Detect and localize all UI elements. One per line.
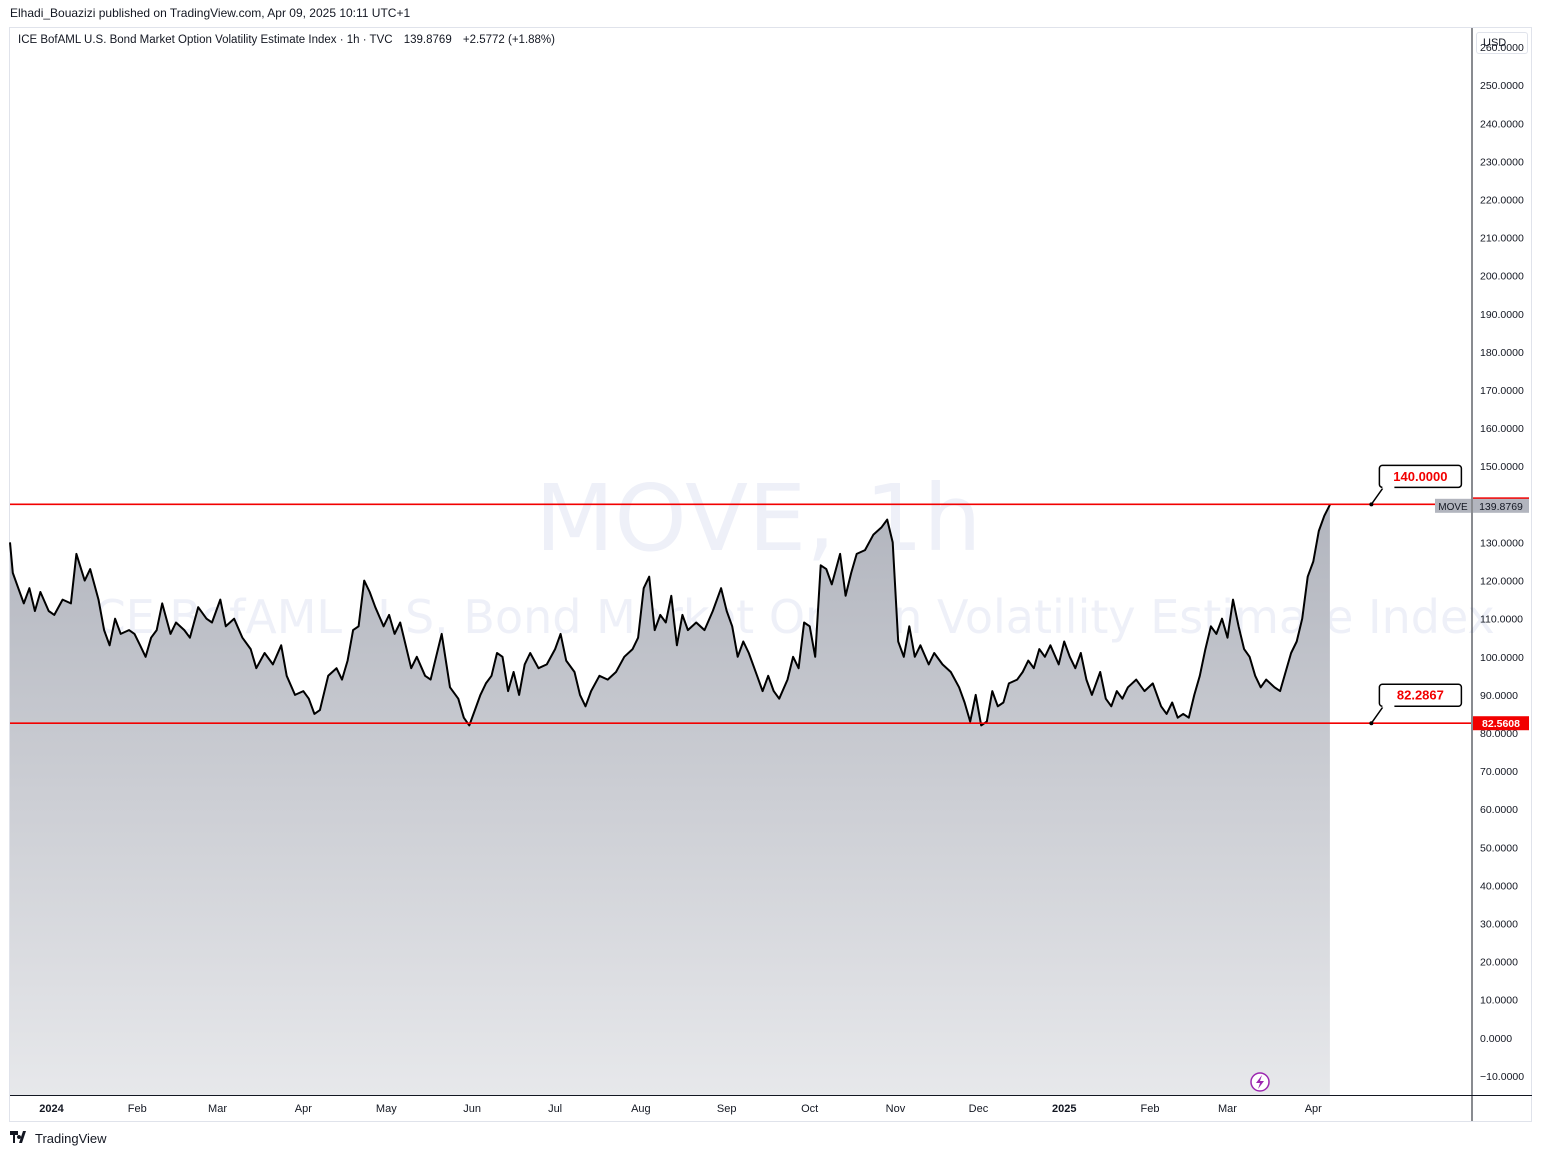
y-tick-label: 210.0000 [1480, 233, 1524, 245]
y-tick-label: 90.0000 [1480, 690, 1518, 702]
x-tick-label: Nov [886, 1103, 906, 1115]
chart-legend: ICE BofAML U.S. Bond Market Option Volat… [18, 34, 555, 46]
x-tick-label: Oct [801, 1103, 818, 1115]
x-tick-label: 2024 [39, 1103, 64, 1115]
last-price-tag: MOVE 139.8769 [1435, 498, 1529, 513]
level-callout[interactable]: 140.0000 [1369, 464, 1463, 507]
level-price-tag-label: 82.5608 [1482, 718, 1520, 730]
y-tick-label: 250.0000 [1480, 80, 1524, 92]
y-tick-label: 40.0000 [1480, 880, 1518, 892]
level-callout-label: 140.0000 [1393, 469, 1447, 484]
legend-title: ICE BofAML U.S. Bond Market Option Volat… [18, 34, 393, 46]
y-tick-label: 10.0000 [1480, 995, 1518, 1007]
lightning-icon[interactable] [1250, 1072, 1270, 1092]
series-area-fill [10, 504, 1330, 1095]
last-price-value: 139.8769 [1479, 501, 1523, 513]
y-tick-label: 50.0000 [1480, 842, 1518, 854]
last-price-symbol: MOVE [1438, 502, 1468, 513]
footer-brand-label: TradingView [35, 1131, 107, 1146]
x-tick-label: May [376, 1103, 397, 1115]
symbol-watermark: MOVE, 1h [535, 465, 982, 572]
x-tick-label: Mar [1218, 1103, 1237, 1115]
y-tick-label: −10.0000 [1480, 1071, 1524, 1083]
x-tick-label: Jul [548, 1103, 562, 1115]
y-tick-label: 70.0000 [1480, 766, 1518, 778]
level-callout-label: 82.2867 [1397, 688, 1444, 703]
legend-change: +2.5772 (+1.88%) [462, 34, 555, 46]
publisher-credit: Elhadi_Bouazizi published on TradingView… [10, 6, 411, 20]
y-tick-label: 110.0000 [1480, 614, 1523, 626]
x-tick-label: Sep [717, 1103, 737, 1115]
y-tick-label: 150.0000 [1480, 461, 1524, 473]
description-watermark: ICE BofAML U.S. Bond Market Option Volat… [80, 590, 1495, 644]
x-tick-label: Aug [631, 1103, 651, 1115]
x-tick-label: Dec [969, 1103, 989, 1115]
y-tick-label: 100.0000 [1480, 652, 1524, 664]
y-tick-label: 80.0000 [1480, 728, 1518, 740]
x-tick-label: Feb [1141, 1103, 1160, 1115]
y-tick-label: 190.0000 [1480, 309, 1524, 321]
x-tick-label: Apr [1305, 1103, 1322, 1115]
x-tick-label: Apr [295, 1103, 312, 1115]
tradingview-logo-icon [10, 1131, 30, 1146]
x-tick-label: Mar [208, 1103, 227, 1115]
y-tick-label: 160.0000 [1480, 423, 1524, 435]
legend-last-price: 139.8769 [403, 34, 452, 46]
x-tick-label: Jun [463, 1103, 481, 1115]
y-tick-label: 170.0000 [1480, 385, 1524, 397]
y-tick-label: 120.0000 [1480, 576, 1524, 588]
y-tick-label: 230.0000 [1480, 156, 1524, 168]
level-price-tag: 82.5608 [1473, 716, 1529, 731]
series-line [9, 504, 1331, 727]
currency-selector[interactable]: USD [1476, 32, 1528, 54]
y-tick-label: 30.0000 [1480, 919, 1518, 931]
y-tick-label: 60.0000 [1480, 804, 1518, 816]
y-tick-label: 0.0000 [1480, 1033, 1512, 1045]
level-callout[interactable]: 82.2867 [1369, 683, 1463, 726]
y-tick-label: 180.0000 [1480, 347, 1524, 359]
x-tick-label: 2025 [1052, 1103, 1076, 1115]
footer-brand[interactable]: TradingView [10, 1131, 107, 1146]
callout-anchor-dot [1369, 502, 1374, 507]
chart-frame [9, 27, 1532, 1122]
y-tick-label: 220.0000 [1480, 194, 1524, 206]
y-tick-label: 130.0000 [1480, 537, 1524, 549]
y-tick-label: 240.0000 [1480, 118, 1524, 130]
x-tick-label: Feb [128, 1103, 147, 1115]
callout-anchor-dot [1369, 721, 1374, 726]
y-tick-label: 260.0000 [1480, 42, 1524, 54]
y-tick-label: 200.0000 [1480, 271, 1524, 283]
y-tick-label: 20.0000 [1480, 957, 1518, 969]
